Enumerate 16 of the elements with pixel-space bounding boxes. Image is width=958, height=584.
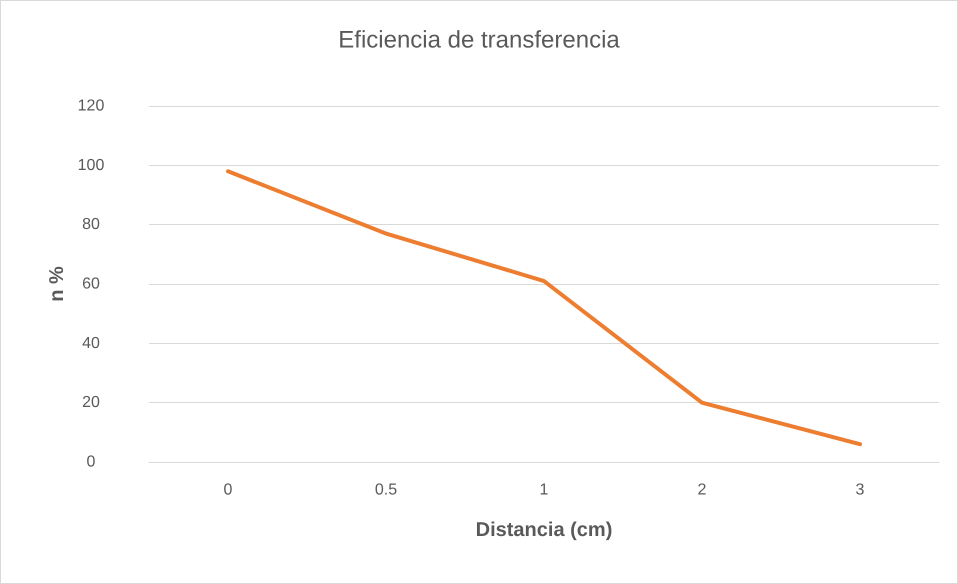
x-tick-label: 0.5	[374, 482, 398, 498]
x-tick-label: 2	[698, 482, 707, 498]
y-tick-label: 120	[78, 98, 104, 114]
y-tick-label: 0	[86, 454, 96, 470]
x-tick-label: 1	[540, 482, 549, 498]
y-tick-label: 80	[82, 216, 100, 234]
y-axis-title: n %	[46, 266, 68, 302]
y-tick-label: 100	[78, 156, 104, 174]
y-tick-label: 20	[82, 394, 100, 412]
x-tick-label: 3	[856, 482, 865, 498]
y-tick-label: 60	[82, 276, 100, 292]
chart-title: Eficiencia de transferencia	[338, 26, 620, 54]
x-axis-title: Distancia (cm)	[476, 519, 612, 541]
y-tick-label: 40	[82, 334, 100, 352]
line-series	[226, 169, 862, 446]
x-tick-label: 0	[224, 482, 233, 498]
